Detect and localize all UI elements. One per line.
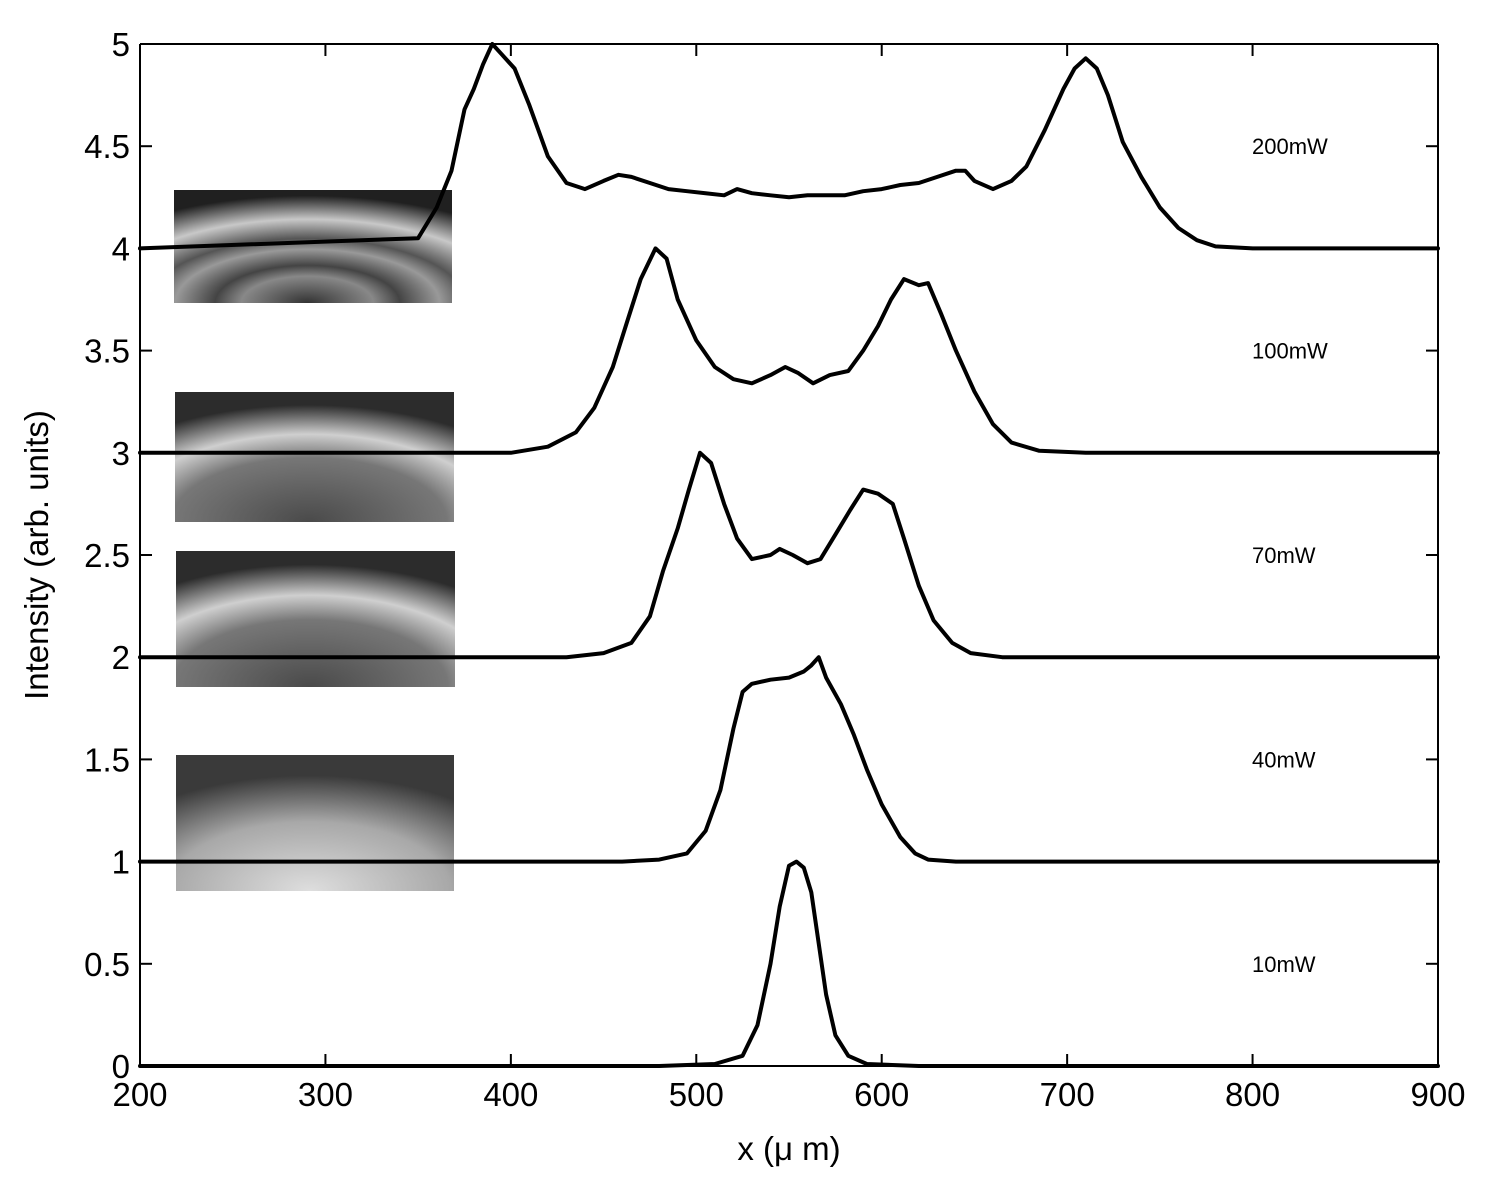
x-tick-label: 500 xyxy=(669,1076,724,1113)
y-tick-label: 2 xyxy=(112,639,130,676)
series-label-70mW: 70mW xyxy=(1252,543,1316,568)
series-label-200mW: 200mW xyxy=(1252,134,1328,159)
y-tick-label: 1 xyxy=(112,844,130,881)
x-tick-label: 400 xyxy=(483,1076,538,1113)
y-tick-label: 3 xyxy=(112,435,130,472)
inset-images xyxy=(174,190,455,891)
series-line-100mW xyxy=(138,246,1440,455)
inset-image-70mW xyxy=(176,551,455,687)
x-tick-label: 600 xyxy=(854,1076,909,1113)
series-label-10mW: 10mW xyxy=(1252,952,1316,977)
y-axis-label: Intensity (arb. units) xyxy=(18,410,55,700)
series-line-10mW xyxy=(138,859,1440,1068)
y-tick-label: 4.5 xyxy=(84,128,130,165)
y-tick-label: 0.5 xyxy=(84,946,130,983)
series-label-100mW: 100mW xyxy=(1252,339,1328,364)
y-tick-label: 2.5 xyxy=(84,537,130,574)
series-labels: 200mW 100mW 70mW 40mW 10mW xyxy=(1252,134,1328,977)
x-tick-label: 800 xyxy=(1225,1076,1280,1113)
series-label-40mW: 40mW xyxy=(1252,747,1316,772)
x-tick-label: 900 xyxy=(1410,1076,1465,1113)
inset-image-100mW xyxy=(175,392,454,522)
series-line-200mW xyxy=(138,42,1440,251)
x-axis-label: x (μ m) xyxy=(737,1130,840,1167)
y-tick-label: 5 xyxy=(112,26,130,63)
y-tick-label: 4 xyxy=(112,230,130,267)
x-tick-label: 200 xyxy=(112,1076,167,1113)
x-tick-label: 700 xyxy=(1040,1076,1095,1113)
y-tick-label: 1.5 xyxy=(84,741,130,778)
x-ticks: 200 300 400 500 600 700 800 900 xyxy=(112,44,1466,1113)
y-tick-label: 3.5 xyxy=(84,333,130,370)
inset-image-40mW xyxy=(176,755,454,891)
y-tick-label: 0 xyxy=(112,1048,130,1085)
series-line-40mW xyxy=(138,655,1440,864)
series-line-70mW xyxy=(138,450,1440,660)
series-lines xyxy=(138,42,1440,1068)
x-tick-label: 300 xyxy=(298,1076,353,1113)
